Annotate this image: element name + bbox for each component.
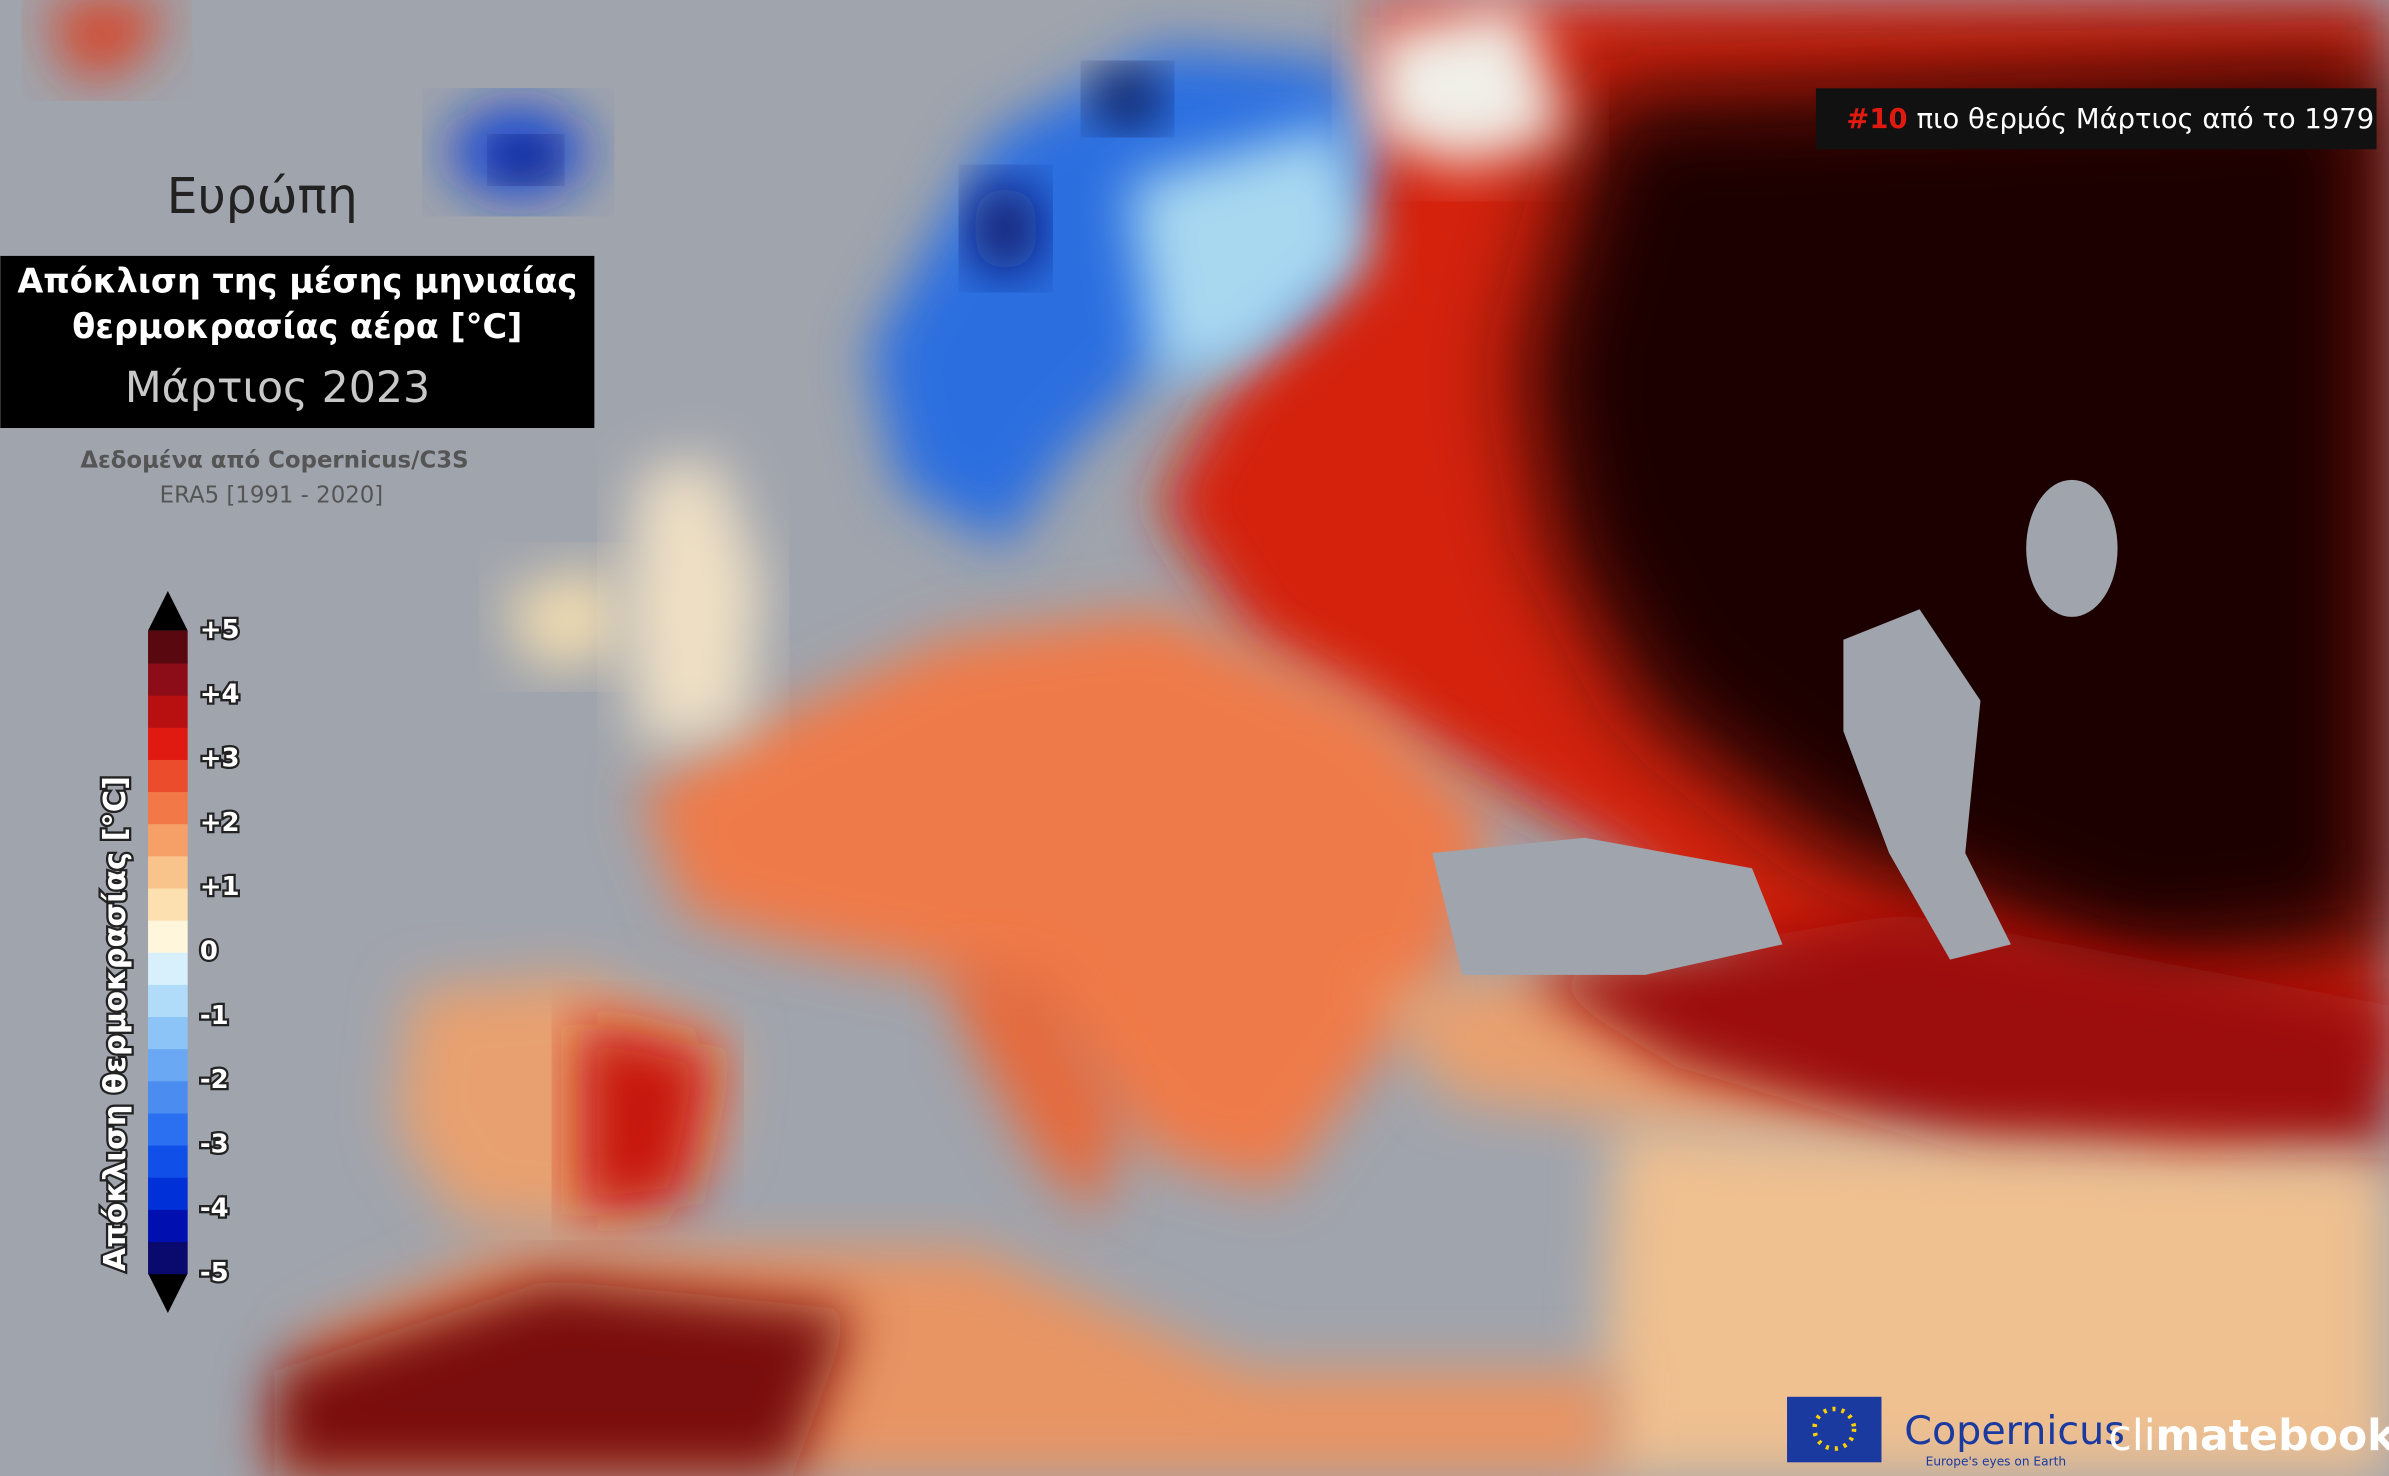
land [45,0,2389,1476]
region-title: Ευρώπη [167,169,358,225]
heading-line: θερμοκρασίας αέρα [°C] [72,307,522,346]
color-bin [148,791,188,825]
colorbar-tick-label: -5 [200,1258,229,1288]
color-bin [148,759,188,793]
rank-number: #10 [1846,104,1907,135]
colorbar-tick-label: +4 [200,679,240,709]
color-bin [148,694,188,728]
rank-badge [1815,88,2377,150]
color-bin [148,984,188,1018]
copernicus-tagline: Europe's eyes on Earth [1926,1454,2066,1468]
colorbar-tick-label: +1 [200,872,240,902]
colorbar-tick-label: -3 [200,1129,229,1159]
color-bin [148,855,188,889]
color-bin [148,1080,188,1114]
rank-text: #10 πιο θερμός Μάρτιος από το 1979 [1846,104,2374,135]
colorbar-title: Απόκλιση θερμοκρασίας [°C] [98,776,133,1271]
color-bin [148,952,188,985]
color-bin [148,727,188,760]
eu-stars [1812,1406,1857,1451]
heading-line: Απόκλιση της μέσης μηνιαίας [17,261,577,300]
color-bin [148,1176,188,1210]
color-bin [148,662,188,696]
copernicus-logo: Copernicus [1904,1408,2125,1454]
colorbar-tick-label: +2 [200,808,240,838]
color-bin [148,1209,188,1243]
colorbar-tick-label: +5 [200,615,240,645]
color-bin [148,1048,188,1082]
color-bin [148,630,188,664]
color-bin [148,1144,188,1178]
title-box [0,255,595,429]
color-bin [148,1112,188,1146]
colorbar-tick-label: 0 [200,937,218,967]
source: Δεδομένα από Copernicus/C3S [80,448,468,474]
colorbar: Απόκλιση θερμοκρασίας [°C] +5 +4 +3 +2 +1 0 -1… [96,591,242,1314]
color-bin [148,823,188,857]
colorbar-tick-label: -1 [200,1001,229,1031]
period: Μάρτιος 2023 [125,363,430,413]
climatebook-bold: matebook [2156,1411,2389,1461]
climatebook-logo: climatebook [2108,1411,2389,1461]
color-bin [148,1241,188,1275]
colorbar-tip [148,1273,188,1314]
climatebook-light: cli [2108,1411,2155,1461]
color-bin [148,887,188,921]
color-bin [148,919,188,953]
color-bin [148,1016,188,1050]
logos: Copernicus Europe's eyes on Earth climat… [1787,1396,2389,1468]
reference: ERA5 [1991 - 2020] [160,483,384,509]
colorbar-tick-label: -4 [200,1194,229,1224]
colorbar-tip [148,591,188,631]
rank-label: πιο θερμός Μάρτιος από το 1979 [1917,104,2374,135]
colorbar-tick-label: +3 [200,744,240,774]
colorbar-tick-label: -2 [200,1065,229,1095]
eu-flag [1787,1396,1882,1463]
